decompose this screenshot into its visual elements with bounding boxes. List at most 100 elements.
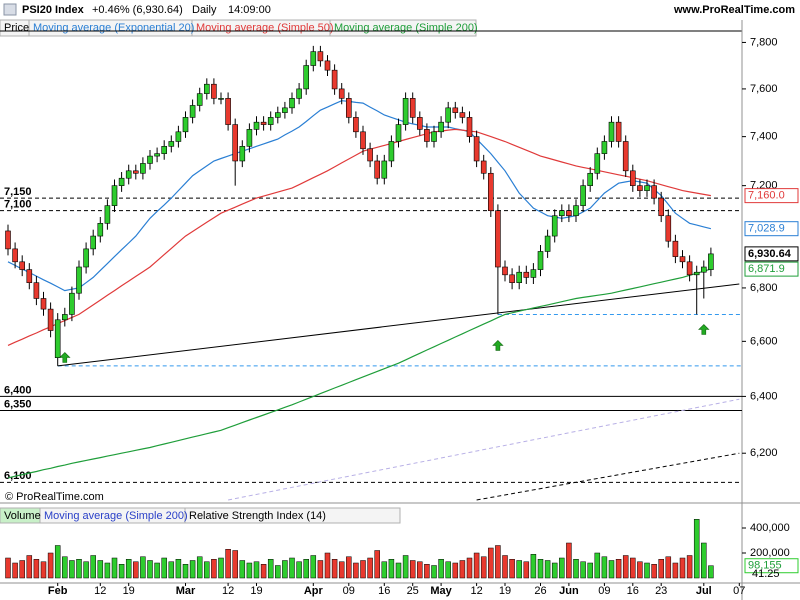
volume-bar [225,549,231,579]
x-tick-label: 16 [378,585,390,597]
horizontal-line-label: 7,150 [4,186,32,198]
volume-bar [693,519,700,579]
volume-bar [246,562,253,579]
candle-body [601,141,608,154]
volume-bar [374,550,380,579]
volume-bar [324,552,331,579]
candle-body [608,121,615,142]
volume-bar [218,557,224,579]
menu-icon[interactable] [3,3,17,16]
candle-body [154,153,160,157]
candle-body [395,124,402,142]
volume-bar [104,562,111,579]
x-tick-label: Jul [696,585,712,597]
volume-bar [658,559,664,579]
volume-legend-chip [0,507,41,524]
volume-bar [133,561,139,579]
volume-bar [644,562,650,579]
volume-bar [622,555,629,579]
volume-bar [331,559,338,579]
volume-bar [480,556,487,579]
volume-bar [303,559,309,579]
volume-bar [665,556,672,579]
y-tick-label: 200,000 [750,547,790,559]
x-tick-label: 12 [222,585,234,597]
copyright: © ProRealTime.com [5,491,104,503]
volume-bar [182,564,189,579]
x-tick-label: 26 [534,585,546,597]
volume-bar [62,556,68,579]
volume-bar [637,561,643,579]
volume-bar [651,564,657,579]
value-label-box [744,558,799,574]
volume-bar [26,555,33,579]
x-tick-label: 19 [250,585,262,597]
candle-body [97,223,104,237]
volume-bar [431,565,437,579]
volume-bar [140,556,146,579]
volume-bar [175,559,182,579]
candle-body [409,98,416,118]
candle-body [296,88,302,99]
volume-bar [608,560,615,579]
trend-line [476,452,740,501]
candle-body [47,308,54,331]
candle-body [466,117,473,137]
y-tick-label: 6,800 [750,282,778,294]
y-tick-label: 7,800 [750,36,778,48]
candle-body [331,69,338,90]
candle-body [12,248,18,263]
horizontal-line-label: 6,400 [4,384,32,396]
volume-bar [594,552,601,579]
volume-bar [260,564,267,579]
value-label: 7,028.9 [748,223,785,235]
volume-bar [90,555,96,579]
x-tick-label: 09 [598,585,610,597]
candle-body [133,170,139,174]
candle-body [225,98,231,125]
volume-bar [551,562,558,579]
candle-body [61,314,68,321]
volume-bar [168,561,175,579]
y-tick-label: 7,600 [750,83,778,95]
candle-body [111,185,118,206]
candle-body [19,261,26,270]
candle-body [438,121,444,133]
value-label: 6,930.64 [748,248,792,260]
volume-bar [211,559,217,579]
volume-bar [573,559,579,579]
candle-body [658,197,665,217]
trend-line [228,398,740,501]
volume-bar [615,559,622,579]
x-tick-label: 19 [123,585,135,597]
volume-bar [523,561,530,579]
volume-bar [154,562,160,579]
candle-body [310,51,317,66]
volume-legend-item: Relative Strength Index (14) [189,510,326,522]
volume-bar [54,545,61,579]
x-tick-label: 12 [94,585,106,597]
value-label-box [744,246,799,262]
volume-bar [189,560,196,579]
candle-body [388,141,395,162]
header-bar [0,0,800,20]
candle-body [189,105,196,118]
legend-sma200: Moving average (Simple 200) [334,22,478,34]
candle-body [473,136,480,162]
volume-bar [473,552,480,579]
candle-body [374,160,381,179]
volume-bar [12,562,18,579]
volume-legend-item: Volume [4,510,41,522]
candle-body [83,248,89,268]
candle-body [381,160,388,179]
candle-body [76,266,82,294]
candle-body [487,172,494,211]
volume-bar [118,564,125,579]
volume-bar [111,557,118,579]
candle-body [509,274,515,283]
candle-body [693,271,700,276]
volume-bar [509,559,515,579]
value-label: 98,155 [748,560,782,572]
